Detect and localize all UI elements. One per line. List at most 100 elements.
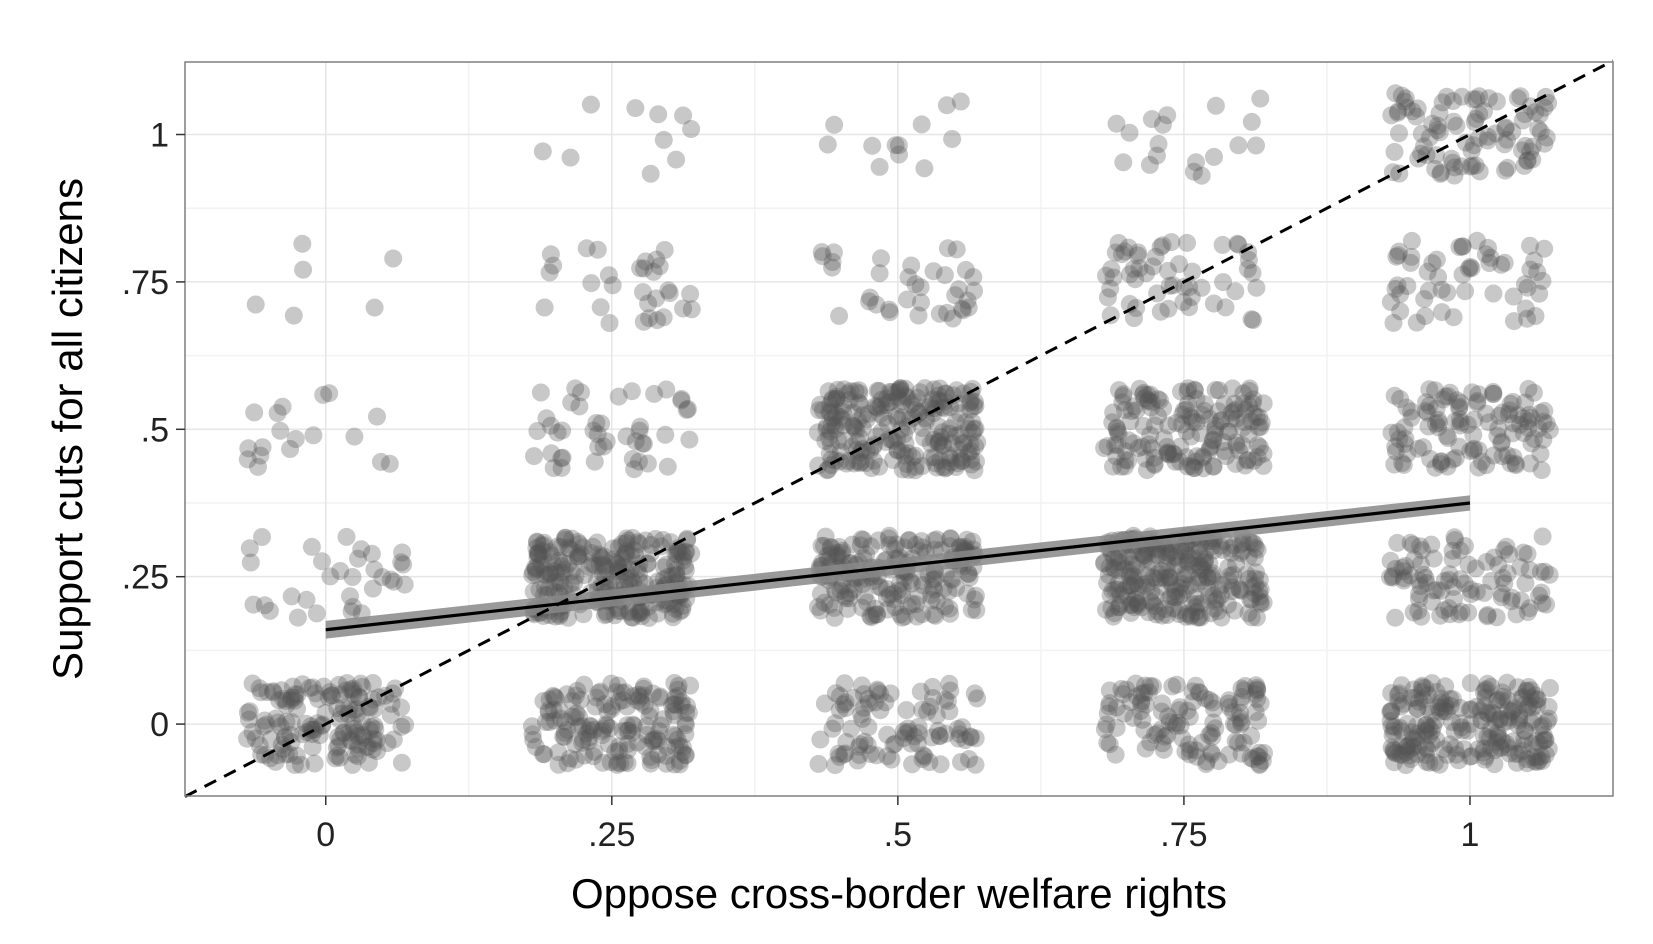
data-point	[1173, 584, 1192, 603]
data-point	[1147, 605, 1166, 624]
data-point	[1139, 391, 1158, 410]
data-point	[1382, 701, 1401, 720]
data-point	[1506, 454, 1525, 473]
data-point	[590, 545, 609, 564]
data-point	[1198, 568, 1217, 587]
data-point	[1503, 392, 1522, 411]
data-point	[293, 725, 312, 744]
data-point	[967, 452, 985, 471]
data-point	[1417, 393, 1436, 412]
data-point	[1489, 555, 1508, 574]
data-point	[1231, 544, 1250, 563]
data-point	[1129, 243, 1148, 262]
data-point	[1249, 711, 1268, 730]
data-point	[630, 421, 649, 440]
data-point	[1492, 588, 1511, 607]
data-point	[1121, 561, 1140, 580]
data-point	[853, 575, 872, 594]
data-point	[1452, 718, 1471, 737]
data-point	[1158, 605, 1177, 624]
data-point	[1162, 587, 1181, 606]
data-point	[1419, 417, 1438, 436]
data-point	[1462, 141, 1481, 160]
data-point	[574, 538, 593, 557]
data-point	[1439, 599, 1458, 618]
data-point	[1121, 576, 1140, 595]
data-point	[929, 386, 948, 405]
data-point	[626, 546, 645, 565]
data-point	[1149, 564, 1168, 583]
data-point	[922, 448, 941, 467]
data-point	[1540, 421, 1559, 440]
data-point	[925, 430, 943, 449]
data-point	[827, 546, 846, 565]
data-point	[1413, 678, 1432, 697]
data-point	[1468, 231, 1486, 250]
data-point	[1226, 715, 1245, 734]
data-point	[1489, 419, 1508, 438]
data-point	[1202, 537, 1221, 556]
data-point	[830, 701, 849, 719]
data-point	[1456, 282, 1475, 301]
data-point	[1121, 693, 1140, 712]
data-point	[1445, 158, 1464, 177]
data-point	[850, 737, 869, 756]
data-point	[645, 384, 664, 403]
data-point	[1504, 414, 1523, 433]
data-point	[1445, 590, 1463, 609]
data-point	[626, 432, 645, 451]
data-point	[244, 595, 263, 614]
data-point	[1459, 603, 1478, 622]
data-point	[540, 713, 559, 731]
data-point	[524, 582, 543, 601]
data-point	[1206, 416, 1225, 435]
data-point	[1110, 561, 1129, 580]
data-point	[1195, 401, 1214, 420]
data-point	[931, 392, 950, 410]
data-point	[1450, 437, 1469, 456]
data-point	[848, 751, 867, 770]
data-point	[1227, 400, 1246, 419]
data-point	[880, 535, 899, 554]
data-point	[343, 682, 362, 701]
data-point	[277, 745, 295, 764]
data-point	[1161, 572, 1180, 591]
data-point	[301, 717, 320, 736]
data-point	[1219, 571, 1238, 590]
data-point	[600, 314, 619, 332]
data-point	[657, 380, 676, 399]
data-point	[550, 572, 569, 591]
data-point	[1424, 717, 1443, 736]
data-point	[641, 544, 660, 563]
data-point	[930, 304, 949, 323]
data-point	[639, 608, 658, 627]
data-point	[832, 544, 851, 562]
data-point	[1415, 290, 1434, 309]
data-point	[1392, 736, 1411, 755]
data-point	[851, 536, 870, 555]
data-point	[523, 566, 542, 584]
data-point	[602, 697, 621, 716]
data-point	[1407, 313, 1426, 332]
data-point	[840, 584, 859, 603]
data-point	[1254, 394, 1273, 413]
data-point	[1412, 124, 1431, 143]
data-point	[1478, 674, 1497, 693]
data-point	[1160, 568, 1179, 587]
data-point	[899, 722, 918, 741]
data-point	[552, 563, 571, 582]
data-point	[1402, 689, 1421, 707]
data-point	[1482, 738, 1501, 757]
data-point	[1511, 558, 1530, 577]
data-point	[911, 682, 930, 701]
data-point	[1392, 697, 1410, 716]
data-point	[1521, 454, 1540, 473]
data-point	[1184, 595, 1203, 614]
data-point	[1145, 416, 1164, 435]
data-point	[1238, 260, 1257, 278]
data-point	[1480, 729, 1499, 748]
data-point	[1536, 730, 1555, 749]
data-point	[393, 543, 412, 562]
data-point	[1246, 703, 1265, 721]
data-point	[676, 557, 694, 576]
